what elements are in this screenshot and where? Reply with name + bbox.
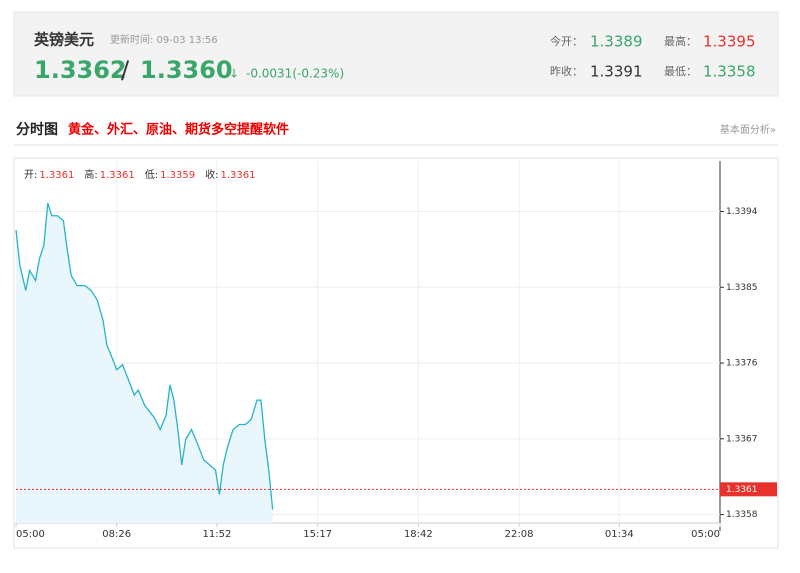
last-price-box	[720, 482, 777, 497]
y-tick-label: 1.3367	[726, 434, 758, 444]
ohlc-value: 1.3361	[39, 170, 74, 181]
separator: /	[121, 56, 130, 84]
y-tick-label: 1.3376	[726, 359, 758, 369]
x-tick-label: 22:08	[505, 529, 534, 540]
x-tick-label: 08:26	[102, 529, 131, 540]
x-tick-label: 01:34	[605, 529, 634, 540]
y-tick-label: 1.3358	[726, 510, 758, 520]
x-tick-label: 11:52	[203, 529, 232, 540]
ohlc-label: 高:	[84, 168, 97, 181]
y-tick-label: 1.3394	[726, 207, 758, 217]
prev-value: 1.3391	[590, 63, 643, 81]
area-fill	[16, 203, 273, 523]
prev-label: 昨收：	[550, 64, 583, 78]
analysis-link[interactable]: 基本面分析»	[720, 123, 776, 136]
open-label: 今开：	[550, 34, 583, 48]
low-value: 1.3358	[703, 63, 756, 81]
pair-name: 英镑美元	[34, 31, 94, 49]
high-label: 最高：	[664, 34, 697, 48]
high-value: 1.3395	[703, 33, 756, 51]
last-price-label: 1.3361	[726, 485, 758, 495]
x-tick-label: 05:00	[16, 529, 45, 540]
update-time: 更新时间: 09-03 13:56	[110, 33, 218, 46]
ask-price: 1.3360	[140, 56, 233, 84]
plot: 1.3358 1.3367 1.3376 1.3385 1.3394 05:00 08:26…	[15, 161, 777, 540]
ohlc-value: 1.3359	[160, 170, 195, 181]
change: -0.0031(-0.23%)	[246, 67, 344, 81]
ad-link[interactable]: 黄金、外汇、原油、期货多空提醒软件	[68, 122, 289, 138]
ohlc-label: 开:	[24, 170, 37, 181]
low-label: 最低：	[664, 65, 697, 78]
y-tick-label: 1.3385	[726, 283, 758, 293]
bid-price: 1.3362	[34, 56, 127, 84]
price-line	[15, 202, 274, 510]
ohlc-value: 1.3361	[100, 170, 135, 181]
x-tick-label: 05:00	[691, 529, 720, 540]
x-tick-label: 15:17	[303, 529, 332, 540]
quote-panel	[13, 11, 779, 97]
chart-frame	[13, 157, 779, 549]
ohlc-label: 收:	[205, 168, 218, 181]
section-title: 分时图	[16, 121, 58, 138]
x-tick-label: 18:42	[404, 529, 433, 540]
ohlc-value: 1.3361	[221, 170, 256, 181]
open-value: 1.3389	[590, 33, 643, 51]
ohlc-label: 低:	[145, 168, 158, 181]
down-arrow: ↓	[229, 67, 239, 81]
